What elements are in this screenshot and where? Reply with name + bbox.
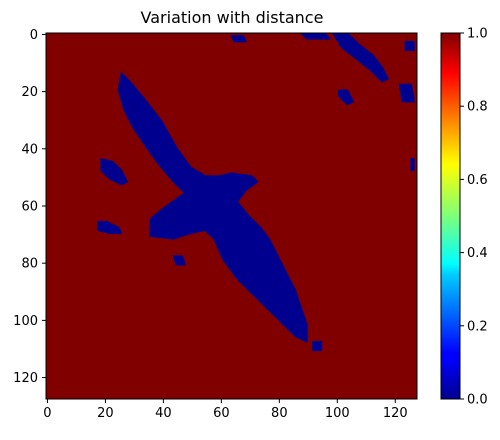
- x-tick-label: 80: [271, 406, 288, 421]
- colorbar-tick-label: 0.4: [467, 246, 488, 261]
- colorbar-tick-label: 0.8: [467, 100, 488, 115]
- region-left-blob-2: [97, 220, 123, 234]
- x-tick-label: 120: [383, 406, 408, 421]
- region-right-edge-blob: [410, 158, 415, 172]
- colorbar: 0.0 0.2 0.4 0.6 0.8 1.0: [440, 27, 488, 408]
- region-left-blob-1: [100, 158, 128, 186]
- x-tick-label: 40: [155, 406, 172, 421]
- y-axis: 0 20 40 60 80 100 120: [13, 28, 46, 386]
- y-tick-label: 120: [13, 371, 38, 386]
- x-tick-label: 60: [213, 406, 230, 421]
- colorbar-tick-label: 1.0: [467, 27, 488, 42]
- region-right-streak-1: [337, 89, 354, 106]
- y-tick-label: 80: [21, 257, 38, 272]
- y-tick-label: 40: [21, 142, 38, 157]
- colorbar-ticks: 0.0 0.2 0.4 0.6 0.8 1.0: [460, 27, 488, 408]
- heatmap-foreground-regions: [97, 33, 415, 352]
- colorbar-tick-label: 0.6: [467, 173, 488, 188]
- x-axis: 0 20 40 60 80 100 120: [43, 399, 408, 421]
- y-tick-label: 100: [13, 314, 38, 329]
- x-tick-label: 100: [325, 406, 350, 421]
- colorbar-gradient: [441, 33, 460, 399]
- plot-area: [45, 32, 418, 400]
- region-small-blob-2: [311, 341, 323, 352]
- region-top-streak-3: [332, 33, 389, 83]
- region-top-streak-2: [300, 33, 331, 40]
- colorbar-frame: [440, 32, 461, 400]
- region-top-streak-1: [230, 35, 247, 43]
- region-small-blob-1: [172, 255, 186, 266]
- y-tick-label: 20: [21, 85, 38, 100]
- plot-frame: [45, 32, 418, 400]
- y-tick-label: 0: [30, 28, 38, 43]
- x-tick-label: 0: [43, 406, 51, 421]
- region-top-streak-4: [404, 40, 415, 51]
- colorbar-tick-label: 0.0: [467, 393, 488, 408]
- region-bird-body: [117, 72, 308, 343]
- region-right-streak-2: [398, 83, 415, 103]
- chart-title: Variation with distance: [141, 8, 324, 27]
- x-tick-label: 20: [97, 406, 114, 421]
- colorbar-tick-label: 0.2: [467, 319, 488, 334]
- y-tick-label: 60: [21, 199, 38, 214]
